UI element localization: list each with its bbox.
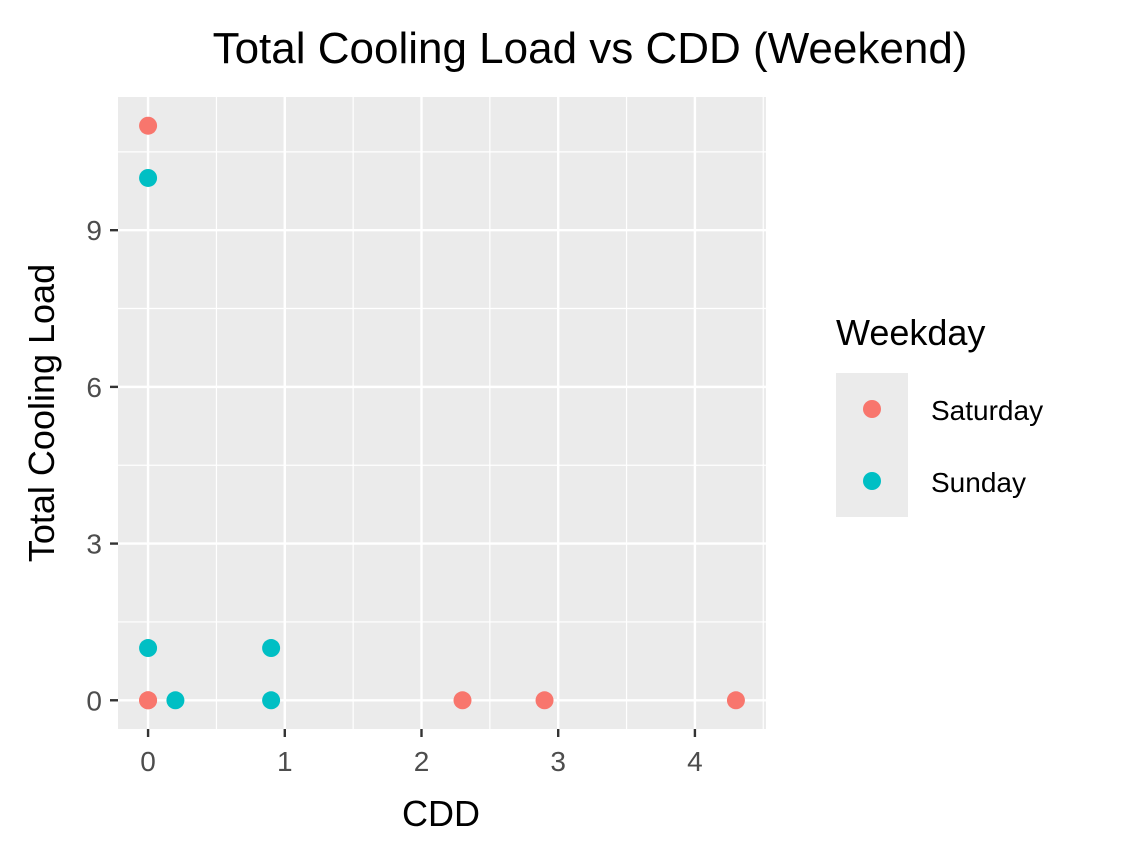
x-axis-title: CDD	[402, 793, 480, 834]
point-saturday	[726, 691, 745, 710]
x-axis: 0 1 2 3 4	[140, 729, 703, 777]
legend-title: Weekday	[836, 312, 985, 353]
legend-key-saturday	[863, 400, 881, 418]
chart-title: Total Cooling Load vs CDD (Weekend)	[213, 24, 968, 73]
point-sunday	[262, 639, 281, 658]
point-sunday	[262, 691, 281, 710]
x-tick-label: 4	[687, 746, 703, 777]
y-axis: 0 3 6 9	[86, 215, 118, 716]
point-sunday	[166, 691, 185, 710]
y-tick-label: 6	[86, 372, 102, 403]
x-tick-label: 1	[277, 746, 293, 777]
legend-key-sunday	[863, 472, 881, 490]
data-points	[139, 116, 745, 710]
legend-label-sunday: Sunday	[931, 467, 1026, 498]
x-tick-label: 3	[550, 746, 566, 777]
legend-key-background	[836, 373, 908, 517]
plot-panel	[118, 97, 766, 729]
point-saturday	[453, 691, 472, 710]
y-axis-title: Total Cooling Load	[21, 264, 62, 562]
y-tick-label: 9	[86, 215, 102, 246]
point-sunday	[139, 168, 158, 187]
major-gridlines	[118, 97, 766, 729]
point-saturday	[535, 691, 554, 710]
legend: Weekday Saturday Sunday	[836, 312, 1043, 517]
legend-label-saturday: Saturday	[931, 395, 1043, 426]
x-tick-label: 2	[414, 746, 430, 777]
point-saturday	[139, 691, 158, 710]
y-tick-label: 3	[86, 529, 102, 560]
x-tick-label: 0	[140, 746, 156, 777]
point-sunday	[139, 639, 158, 658]
point-saturday	[139, 116, 158, 135]
y-tick-label: 0	[86, 685, 102, 716]
minor-gridlines	[118, 97, 766, 729]
